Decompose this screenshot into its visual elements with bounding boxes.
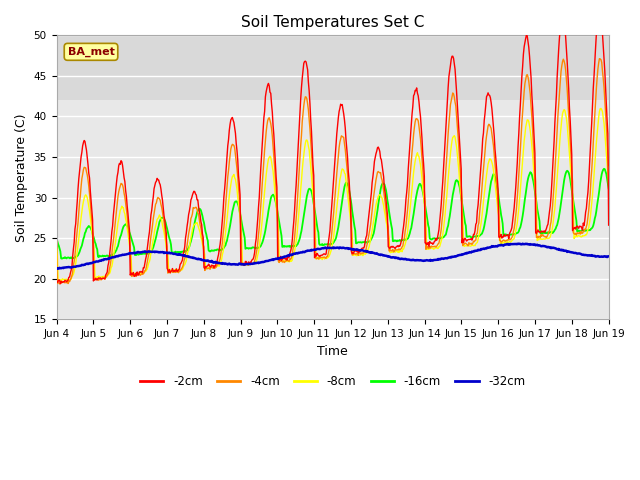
Y-axis label: Soil Temperature (C): Soil Temperature (C) — [15, 113, 28, 241]
Title: Soil Temperatures Set C: Soil Temperatures Set C — [241, 15, 424, 30]
X-axis label: Time: Time — [317, 345, 348, 358]
Text: BA_met: BA_met — [68, 47, 115, 57]
Bar — [56, 36, 609, 100]
Legend: -2cm, -4cm, -8cm, -16cm, -32cm: -2cm, -4cm, -8cm, -16cm, -32cm — [135, 371, 530, 393]
